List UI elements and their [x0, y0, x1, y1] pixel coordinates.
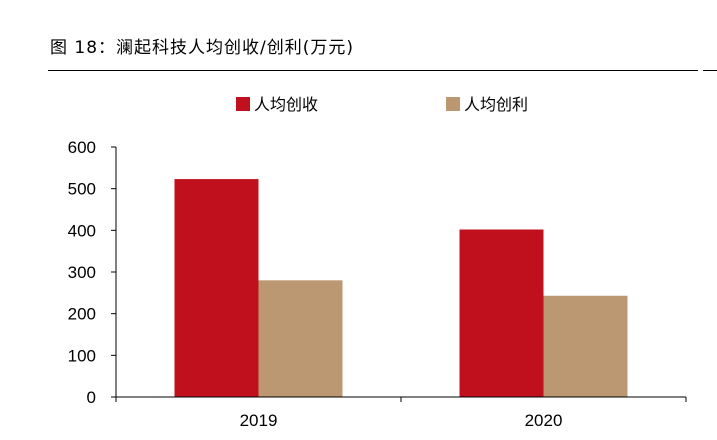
y-axis: 0 100 200 300 400 500 600 — [68, 138, 117, 407]
y-tick-label: 500 — [68, 180, 96, 199]
bar-revenue-2019 — [174, 179, 259, 397]
y-tick-label: 0 — [87, 388, 96, 407]
legend: 人均创收 人均创利 — [236, 95, 528, 114]
legend-label: 人均创收 — [254, 95, 318, 114]
x-tick-label: 2020 — [525, 411, 563, 430]
y-tick-label: 300 — [68, 263, 96, 282]
y-tick-label: 100 — [68, 346, 96, 365]
bar-profit-2019 — [258, 280, 343, 397]
title-divider — [48, 70, 698, 71]
bar-revenue-2020 — [459, 229, 544, 397]
legend-swatch — [236, 97, 250, 111]
figure-title: 图 18：澜起科技人均创收/创利(万元) — [50, 38, 355, 58]
bars — [174, 179, 628, 397]
x-axis: 2019 2020 — [115, 396, 687, 430]
y-tick-label: 600 — [68, 138, 96, 157]
y-tick-label: 400 — [68, 221, 96, 240]
y-tick-label: 200 — [68, 305, 96, 324]
title-divider-tick — [703, 70, 717, 71]
legend-swatch — [446, 97, 460, 111]
bar-profit-2020 — [543, 295, 628, 397]
x-tick-label: 2019 — [240, 411, 278, 430]
legend-label: 人均创利 — [464, 95, 528, 114]
